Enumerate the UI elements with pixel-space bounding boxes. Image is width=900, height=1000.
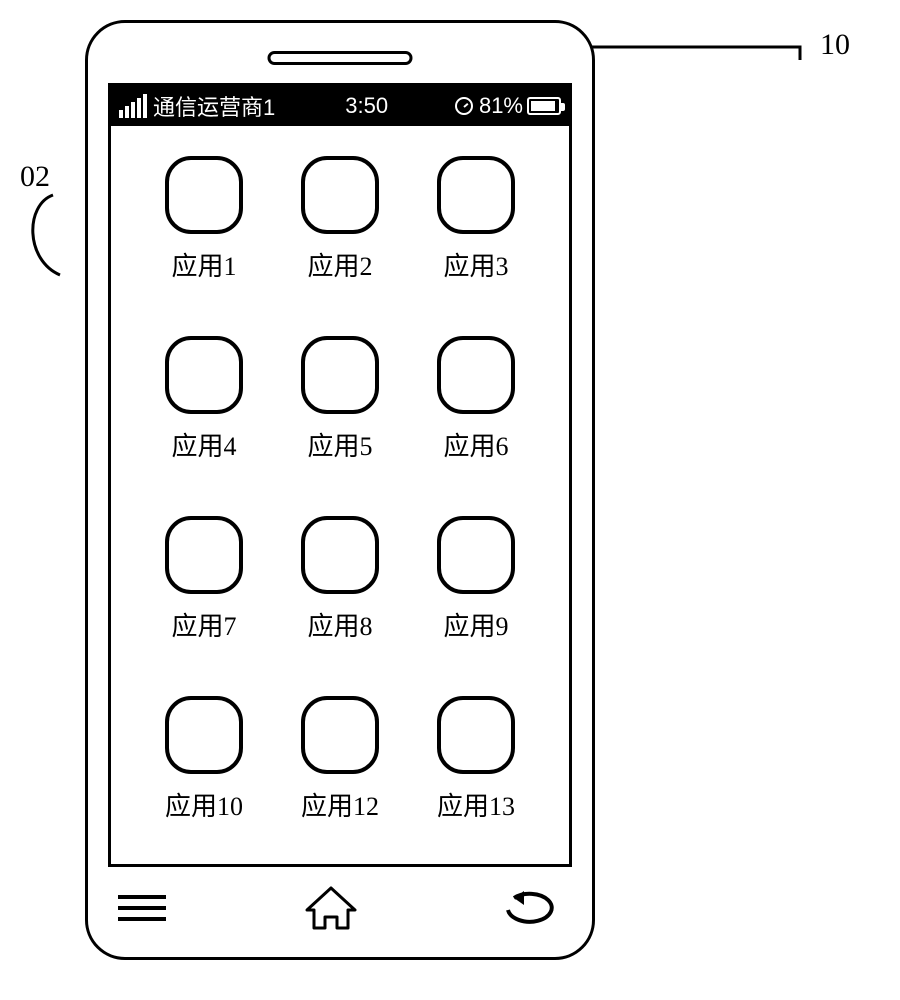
app-item[interactable]: 应用2	[301, 156, 379, 336]
app-item[interactable]: 应用12	[301, 696, 379, 876]
app-label: 应用6	[443, 426, 508, 463]
app-item[interactable]: 应用10	[165, 696, 243, 876]
menu-icon[interactable]	[118, 888, 166, 928]
app-icon	[301, 516, 379, 594]
app-item[interactable]: 应用6	[437, 336, 515, 516]
app-icon	[165, 336, 243, 414]
app-icon	[301, 336, 379, 414]
app-item[interactable]: 应用8	[301, 516, 379, 696]
nav-bar	[118, 883, 562, 933]
phone-screen: 通信运营商1 3:50 81% 应用1 应用2	[108, 83, 572, 867]
app-item[interactable]: 应用5	[301, 336, 379, 516]
app-icon	[437, 696, 515, 774]
app-label: 应用9	[443, 606, 508, 643]
app-icon	[165, 696, 243, 774]
app-item[interactable]: 应用4	[165, 336, 243, 516]
phone-body: 通信运营商1 3:50 81% 应用1 应用2	[85, 20, 595, 960]
app-label: 应用13	[437, 786, 515, 823]
app-icon	[301, 696, 379, 774]
battery-icon	[527, 97, 561, 115]
app-label: 应用7	[171, 606, 236, 643]
app-label: 应用4	[171, 426, 236, 463]
app-icon	[301, 156, 379, 234]
callout-10-label: 10	[820, 28, 850, 62]
clock-icon	[455, 97, 473, 115]
carrier-label: 通信运营商1	[153, 90, 275, 122]
app-icon	[165, 156, 243, 234]
app-label: 应用10	[165, 786, 243, 823]
app-item[interactable]: 应用13	[437, 696, 515, 876]
back-icon[interactable]	[496, 888, 562, 928]
status-bar: 通信运营商1 3:50 81%	[111, 86, 569, 126]
time-label: 3:50	[345, 93, 388, 119]
phone-speaker	[268, 51, 413, 65]
app-item[interactable]: 应用3	[437, 156, 515, 336]
app-item[interactable]: 应用7	[165, 516, 243, 696]
app-item[interactable]: 应用9	[437, 516, 515, 696]
app-label: 应用3	[443, 246, 508, 283]
app-icon	[437, 336, 515, 414]
callout-02-label: 02	[20, 160, 50, 194]
app-icon	[437, 156, 515, 234]
app-label: 应用2	[307, 246, 372, 283]
app-item[interactable]: 应用1	[165, 156, 243, 336]
app-icon	[437, 516, 515, 594]
diagram-canvas: 10 02 通信运营商1 3:50 81%	[0, 0, 900, 1000]
app-grid: 应用1 应用2 应用3 应用4 应用5	[111, 126, 569, 886]
battery-pct-label: 81%	[479, 93, 523, 119]
app-label: 应用5	[307, 426, 372, 463]
app-label: 应用8	[307, 606, 372, 643]
app-label: 应用12	[301, 786, 379, 823]
battery-fill	[531, 101, 555, 111]
signal-icon	[119, 94, 147, 118]
app-icon	[165, 516, 243, 594]
app-label: 应用1	[171, 246, 236, 283]
home-icon[interactable]	[304, 884, 358, 932]
